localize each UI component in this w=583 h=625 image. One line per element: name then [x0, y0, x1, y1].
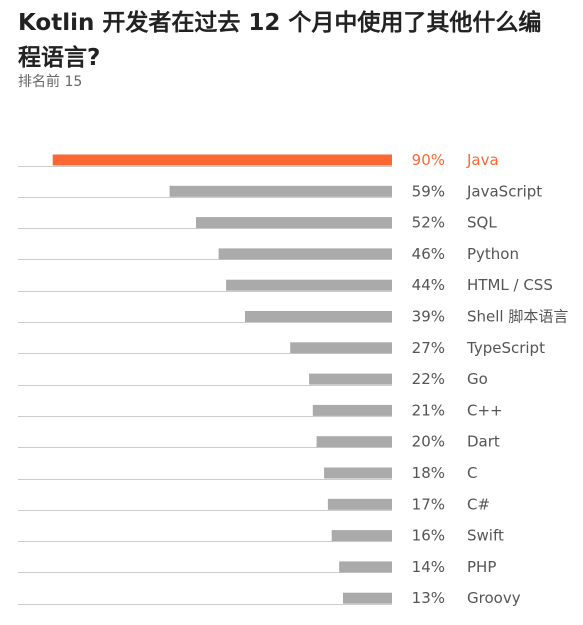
bar-row: 59% JavaScript	[18, 182, 542, 200]
chart-subtitle: 排名前 15	[18, 74, 83, 90]
category-label: JavaScript	[466, 182, 542, 200]
bar	[316, 436, 392, 448]
value-label: 17%	[412, 495, 445, 513]
value-label: 13%	[412, 589, 445, 607]
bar-row: 21% C++	[18, 401, 503, 419]
category-label: Groovy	[467, 589, 521, 607]
value-label: 44%	[412, 276, 445, 294]
bar	[331, 530, 392, 542]
category-label: HTML / CSS	[467, 276, 553, 294]
category-label: Shell 脚本语言	[467, 308, 568, 326]
value-label: 90%	[412, 151, 445, 169]
bar	[245, 311, 392, 322]
bar	[339, 561, 392, 573]
bar	[226, 279, 392, 291]
bar-row: 44% HTML / CSS	[18, 276, 553, 294]
bar	[343, 592, 392, 604]
bar-row: 18% C	[18, 464, 477, 482]
bar-row: 13% Groovy	[18, 589, 521, 607]
value-label: 22%	[412, 370, 445, 388]
bar-row: 52% SQL	[18, 214, 497, 232]
bar	[327, 498, 392, 510]
value-label: 21%	[412, 401, 445, 419]
value-label: 27%	[412, 339, 445, 357]
bar-row: 22% Go	[18, 370, 488, 388]
bar-row: 46% Python	[18, 245, 519, 263]
category-label: PHP	[467, 558, 496, 576]
bar-row: 17% C#	[18, 495, 490, 513]
bar-row: 90% Java	[18, 151, 499, 169]
category-label: TypeScript	[466, 339, 545, 357]
category-label: Swift	[467, 527, 504, 545]
category-label: Dart	[467, 433, 500, 451]
category-label: C#	[467, 495, 490, 513]
bar-row: 39% Shell 脚本语言	[18, 308, 568, 326]
value-label: 14%	[412, 558, 445, 576]
value-label: 52%	[412, 214, 445, 232]
chart-title: Kotlin 开发者在过去 12 个月中使用了其他什么编程语言?	[18, 10, 542, 71]
bar	[290, 342, 392, 354]
bar	[324, 467, 392, 479]
value-label: 59%	[412, 182, 445, 200]
category-label: C++	[467, 401, 503, 419]
value-label: 16%	[412, 527, 445, 545]
category-label: C	[467, 464, 477, 482]
bar-row: 27% TypeScript	[18, 339, 545, 357]
bar	[52, 154, 392, 166]
category-label: SQL	[467, 214, 497, 232]
category-label: Go	[467, 370, 488, 388]
bar-row: 20% Dart	[18, 433, 500, 451]
bar-row: 16% Swift	[18, 527, 504, 545]
category-label: Python	[467, 245, 519, 263]
bar	[312, 404, 392, 416]
category-label: Java	[466, 151, 499, 169]
value-label: 39%	[412, 308, 445, 326]
bar	[169, 185, 392, 197]
value-label: 18%	[412, 464, 445, 482]
bar	[218, 248, 392, 260]
bar	[309, 373, 392, 385]
bar	[196, 217, 392, 229]
value-label: 46%	[412, 245, 445, 263]
value-label: 20%	[412, 433, 445, 451]
bar-row: 14% PHP	[18, 558, 496, 576]
